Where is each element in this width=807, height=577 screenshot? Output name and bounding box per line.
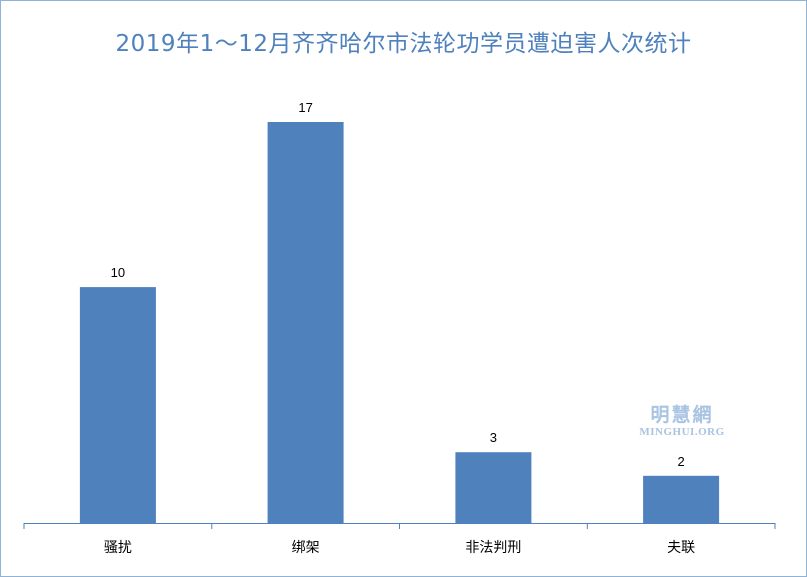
watermark-cn: 明慧網 — [650, 404, 714, 426]
bar-4 — [643, 475, 720, 523]
category-label-1: 骚扰 — [104, 540, 132, 556]
x-axis — [23, 523, 776, 529]
category-label-2: 绑架 — [292, 540, 320, 556]
bars-group — [79, 122, 720, 523]
bar-3 — [455, 452, 532, 523]
category-label-4: 夫联 — [667, 540, 695, 556]
category-label-3: 非法判刑 — [465, 540, 521, 556]
value-label-3: 3 — [490, 430, 497, 445]
bar-2 — [267, 122, 344, 523]
minghui-watermark-logo: 明慧網 MINGHUI.ORG — [622, 400, 742, 438]
bar-1 — [79, 287, 156, 523]
value-labels-group: 10 17 3 2 — [111, 100, 685, 469]
value-label-2: 17 — [298, 100, 312, 115]
category-labels-group: 骚扰 绑架 非法判刑 夫联 — [104, 540, 695, 556]
value-label-1: 10 — [111, 265, 125, 280]
chart-title: 2019年1～12月齐齐哈尔市法轮功学员遭迫害人次统计 — [115, 31, 692, 57]
watermark-en: MINGHUI.ORG — [639, 426, 725, 438]
value-label-4: 2 — [677, 454, 684, 469]
